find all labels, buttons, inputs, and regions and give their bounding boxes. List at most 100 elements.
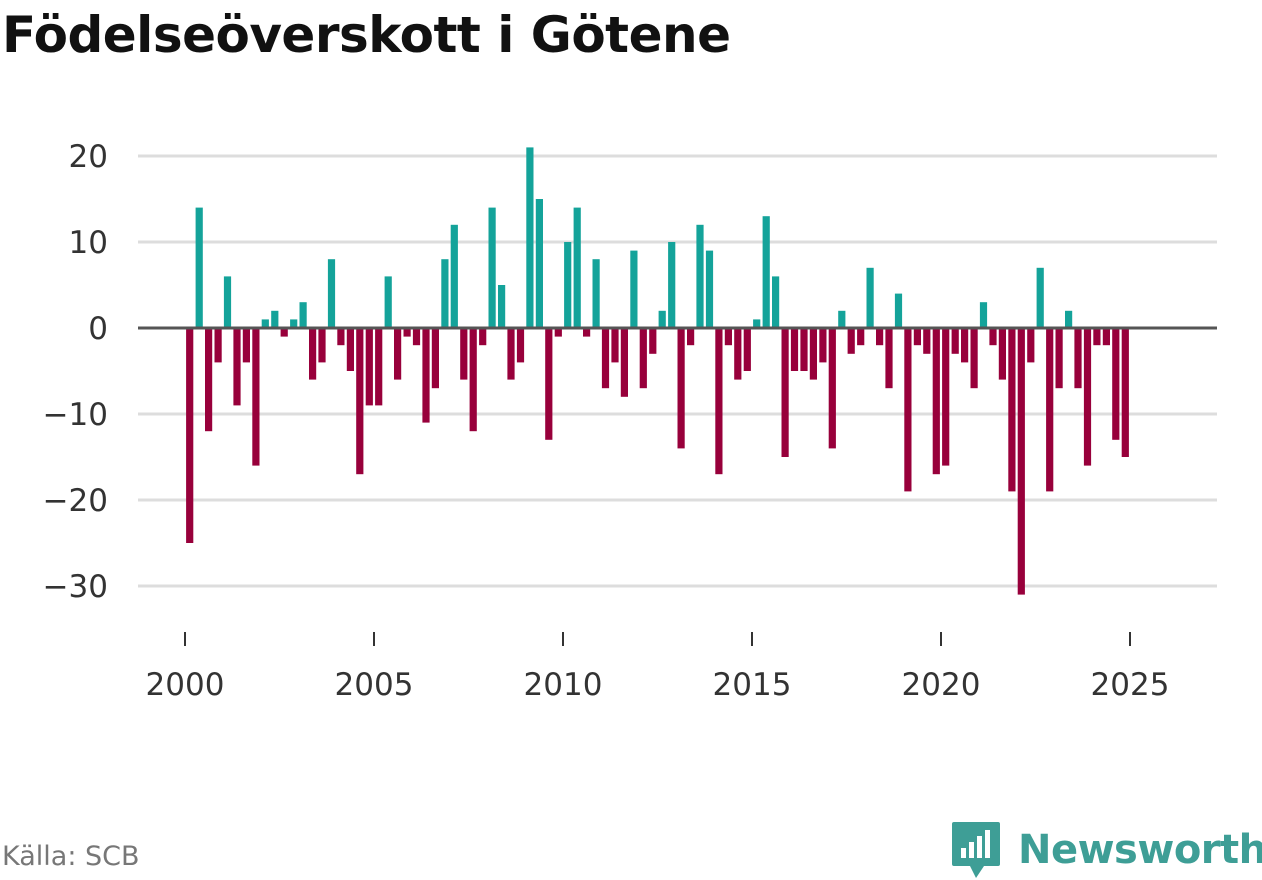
chart-title: Födelseöverskott i Götene	[2, 6, 731, 64]
bar-10	[280, 328, 288, 337]
x-tick-label: 2000	[146, 667, 225, 703]
bar-55	[705, 250, 714, 328]
bar-33	[498, 285, 506, 328]
bar-57	[724, 328, 732, 346]
bar-32	[488, 207, 496, 328]
bar-76	[904, 328, 912, 492]
bar-0	[186, 328, 194, 543]
bar-6	[242, 328, 250, 363]
bar-96	[1093, 328, 1101, 346]
bar-50	[658, 310, 666, 328]
bar-51	[668, 242, 676, 328]
bar-45	[611, 328, 619, 363]
brand-name: Newsworthy	[1018, 827, 1262, 873]
bar-73	[876, 328, 884, 346]
bar-61	[762, 216, 770, 328]
bar-12	[299, 302, 307, 328]
bar-64	[790, 328, 799, 371]
bar-25	[422, 328, 430, 423]
x-tick-label: 2015	[713, 667, 792, 703]
x-axis: 2000 2005 2010 2015 2020 2025	[146, 632, 1169, 703]
bar-78	[923, 328, 931, 354]
y-tick-label: 20	[69, 139, 108, 175]
bar-49	[649, 328, 657, 354]
bar-99	[1121, 328, 1129, 457]
bar-90	[1036, 267, 1044, 328]
bar-23	[403, 328, 411, 337]
x-tick-label: 2010	[524, 667, 603, 703]
bar-82	[961, 328, 969, 363]
bar-53	[687, 328, 695, 346]
bar-86	[998, 328, 1006, 380]
bar-67	[819, 328, 827, 363]
bar-52	[677, 328, 685, 449]
bar-1	[195, 207, 203, 328]
bar-16	[337, 328, 345, 346]
bar-95	[1083, 328, 1092, 466]
bar-77	[913, 328, 921, 346]
bar-5	[233, 328, 241, 406]
bar-41	[573, 207, 581, 328]
bar-66	[809, 328, 817, 380]
bar-26	[431, 328, 439, 389]
bar-30	[469, 328, 477, 432]
bar-42	[583, 328, 591, 337]
bar-18	[356, 328, 364, 475]
bar-39	[554, 328, 562, 337]
bar-28	[450, 224, 458, 328]
y-tick-label: 10	[69, 225, 108, 261]
y-tick-label: −30	[43, 569, 108, 605]
bar-20	[375, 328, 383, 406]
bar-37	[535, 199, 543, 328]
bar-47	[630, 250, 638, 328]
bar-97	[1102, 328, 1110, 346]
bar-46	[620, 328, 628, 397]
source-note: Källa: SCB	[2, 841, 140, 872]
bar-13	[309, 328, 317, 380]
bar-80	[942, 328, 950, 466]
bar-36	[526, 147, 534, 328]
y-tick-label: 0	[88, 311, 108, 347]
bar-15	[327, 259, 336, 328]
bar-38	[545, 328, 553, 440]
bar-60	[753, 319, 761, 328]
bar-35	[516, 328, 525, 363]
newsworthy-logo-icon	[952, 822, 1000, 878]
bar-17	[346, 328, 354, 371]
bar-72	[866, 267, 874, 328]
x-tick-label: 2005	[335, 667, 414, 703]
bar-93	[1065, 310, 1073, 328]
bar-34	[507, 328, 515, 380]
y-tick-label: −20	[43, 483, 108, 519]
bar-8	[261, 319, 269, 328]
bar-87	[1008, 328, 1016, 492]
bar-22	[394, 328, 402, 380]
bar-74	[885, 328, 893, 389]
bar-21	[384, 276, 392, 328]
bar-63	[781, 328, 789, 457]
bar-31	[479, 328, 487, 346]
bar-29	[460, 328, 468, 380]
bar-19	[365, 328, 373, 406]
y-tick-label: −10	[43, 397, 108, 433]
bar-56	[715, 328, 723, 475]
bar-92	[1055, 328, 1063, 389]
bar-3	[214, 328, 222, 363]
bar-88	[1017, 328, 1025, 595]
bar-79	[932, 328, 940, 475]
bar-69	[838, 310, 846, 328]
bar-9	[271, 310, 279, 328]
bar-62	[772, 276, 780, 328]
bar-70	[847, 328, 855, 354]
bar-98	[1112, 328, 1120, 440]
bar-27	[441, 259, 449, 328]
bar-75	[894, 293, 903, 328]
bar-7	[252, 328, 260, 466]
bar-48	[639, 328, 647, 389]
bar-68	[828, 328, 836, 449]
bar-40	[564, 242, 572, 328]
bar-4	[223, 276, 232, 328]
bar-65	[800, 328, 808, 371]
bar-81	[951, 328, 959, 354]
